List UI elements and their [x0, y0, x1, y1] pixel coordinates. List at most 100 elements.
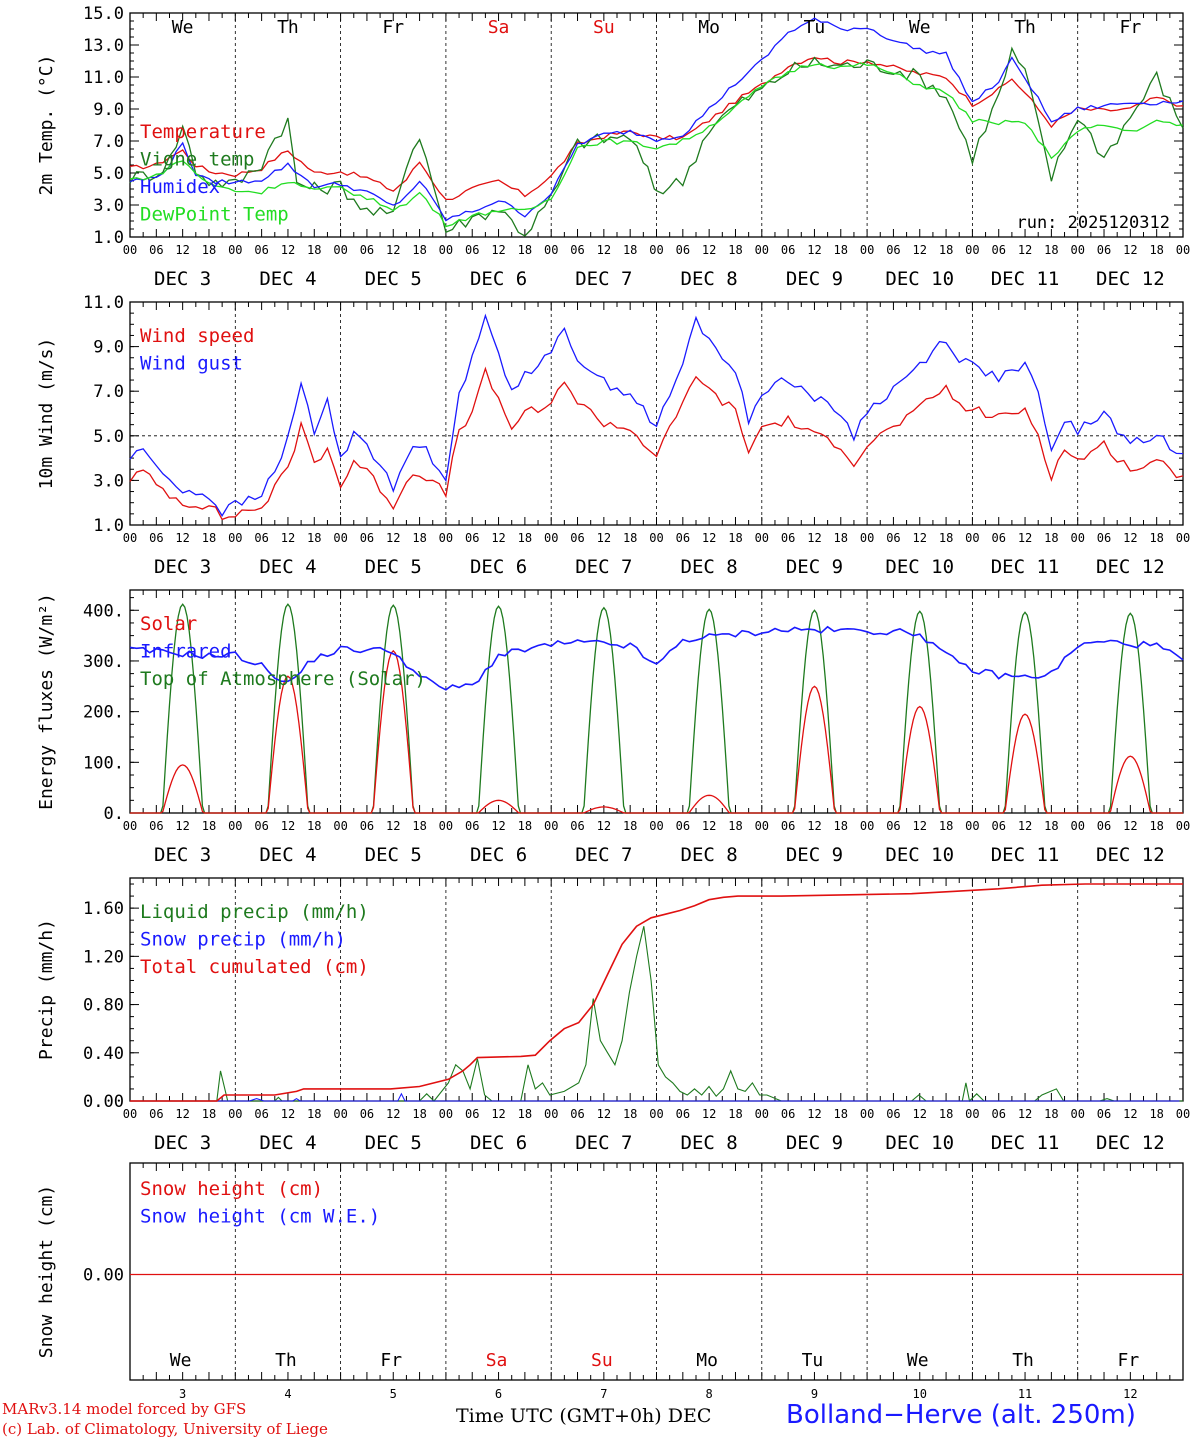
- y-tick-label: 1.60: [83, 899, 124, 919]
- legend-entry: Total cumulated (cm): [140, 956, 369, 978]
- series-line-temperature: [129, 57, 1184, 201]
- hour-tick-label: 18: [834, 531, 848, 545]
- hour-tick-label: 06: [781, 819, 795, 833]
- date-label: DEC 9: [786, 1132, 843, 1154]
- date-label: DEC 5: [365, 556, 422, 578]
- hour-tick-label: 00: [1176, 1107, 1190, 1121]
- hour-tick-label: 00: [1176, 243, 1190, 257]
- hour-tick-label: 00: [649, 819, 663, 833]
- y-tick-label: 15.0: [83, 4, 124, 24]
- hour-tick-label: 12: [491, 243, 505, 257]
- day-name: We: [909, 17, 931, 38]
- date-label: DEC 7: [575, 556, 632, 578]
- hour-tick-label: 00: [1176, 819, 1190, 833]
- hour-tick-label: 18: [202, 819, 216, 833]
- y-tick-label: 200.: [83, 703, 124, 723]
- legend-entry: Temperature: [140, 121, 266, 143]
- day-number: 7: [600, 1387, 607, 1401]
- hour-tick-label: 06: [465, 243, 479, 257]
- day-name: Tu: [804, 17, 826, 38]
- series-line-solar: [130, 649, 1183, 814]
- y-tick-label: 1.0: [93, 228, 124, 248]
- hour-tick-label: 06: [149, 243, 163, 257]
- hour-tick-label: 18: [939, 243, 953, 257]
- hour-tick-label: 12: [913, 1107, 927, 1121]
- day-name: Su: [591, 1350, 613, 1371]
- y-tick-label: 1.0: [93, 516, 124, 536]
- date-label: DEC 11: [991, 556, 1060, 578]
- hour-tick-label: 12: [386, 243, 400, 257]
- hour-tick-label: 00: [860, 243, 874, 257]
- date-label: DEC 10: [885, 268, 954, 290]
- hour-tick-label: 12: [386, 531, 400, 545]
- hour-tick-label: 06: [360, 531, 374, 545]
- hour-tick-label: 06: [465, 531, 479, 545]
- hour-tick-label: 00: [649, 243, 663, 257]
- date-label: DEC 3: [154, 1132, 211, 1154]
- series-line-snow-precip-mm-h-: [130, 1092, 1180, 1102]
- date-label: DEC 5: [365, 844, 422, 866]
- hour-tick-label: 06: [465, 819, 479, 833]
- y-tick-label: 0.00: [83, 1092, 124, 1112]
- hour-tick-label: 12: [597, 243, 611, 257]
- hour-tick-label: 18: [728, 819, 742, 833]
- hour-tick-label: 12: [175, 243, 189, 257]
- date-label: DEC 8: [681, 268, 738, 290]
- hour-tick-label: 00: [123, 531, 137, 545]
- hour-tick-label: 18: [728, 243, 742, 257]
- hour-tick-label: 18: [1044, 1107, 1058, 1121]
- hour-tick-label: 12: [1018, 819, 1032, 833]
- legend-entry: Snow height (cm W.E.): [140, 1206, 380, 1228]
- day-name: Sa: [488, 17, 510, 38]
- hour-tick-label: 12: [702, 243, 716, 257]
- date-label: DEC 6: [470, 844, 527, 866]
- hour-tick-label: 06: [570, 243, 584, 257]
- y-tick-label: 5.0: [93, 427, 124, 447]
- y-tick-label: 11.0: [83, 68, 124, 88]
- y-tick-label: 0.: [104, 804, 124, 824]
- date-label: DEC 11: [991, 268, 1060, 290]
- hour-tick-label: 18: [412, 819, 426, 833]
- hour-tick-label: 18: [623, 531, 637, 545]
- hour-tick-label: 06: [570, 819, 584, 833]
- hour-tick-label: 12: [175, 819, 189, 833]
- day-name: Tu: [802, 1350, 824, 1371]
- hour-tick-label: 18: [939, 1107, 953, 1121]
- hour-tick-label: 18: [412, 531, 426, 545]
- y-axis-label: Snow height (cm): [36, 1185, 57, 1358]
- day-name: We: [170, 1350, 192, 1371]
- y-tick-label: 9.0: [93, 338, 124, 358]
- hour-tick-label: 18: [623, 819, 637, 833]
- hour-tick-label: 00: [544, 243, 558, 257]
- hour-tick-label: 18: [202, 243, 216, 257]
- hour-tick-label: 18: [202, 1107, 216, 1121]
- hour-tick-label: 06: [781, 531, 795, 545]
- hour-tick-label: 00: [1070, 243, 1084, 257]
- hour-tick-label: 12: [491, 819, 505, 833]
- hour-tick-label: 00: [1070, 1107, 1084, 1121]
- hour-tick-label: 00: [123, 243, 137, 257]
- hour-tick-label: 06: [254, 243, 268, 257]
- hour-tick-label: 06: [570, 1107, 584, 1121]
- hour-tick-label: 00: [860, 531, 874, 545]
- hour-tick-label: 12: [175, 1107, 189, 1121]
- hour-tick-label: 12: [702, 531, 716, 545]
- hour-tick-label: 00: [228, 243, 242, 257]
- legend-entry: Top of Atmosphere (Solar): [140, 668, 426, 690]
- hour-tick-label: 06: [781, 243, 795, 257]
- date-label: DEC 7: [575, 844, 632, 866]
- date-label: DEC 9: [786, 268, 843, 290]
- date-label: DEC 12: [1096, 268, 1165, 290]
- hour-tick-label: 12: [1123, 531, 1137, 545]
- legend-entry: DewPoint Temp: [140, 204, 289, 226]
- date-label: DEC 3: [154, 844, 211, 866]
- day-name: Fr: [382, 17, 404, 38]
- hour-tick-label: 12: [175, 531, 189, 545]
- day-name: Fr: [1120, 17, 1142, 38]
- hour-tick-label: 12: [1018, 1107, 1032, 1121]
- hour-tick-label: 12: [1123, 819, 1137, 833]
- hour-tick-label: 00: [333, 243, 347, 257]
- model-credit: MARv3.14 model forced by GFS: [2, 1400, 247, 1418]
- day-number: 10: [913, 1387, 927, 1401]
